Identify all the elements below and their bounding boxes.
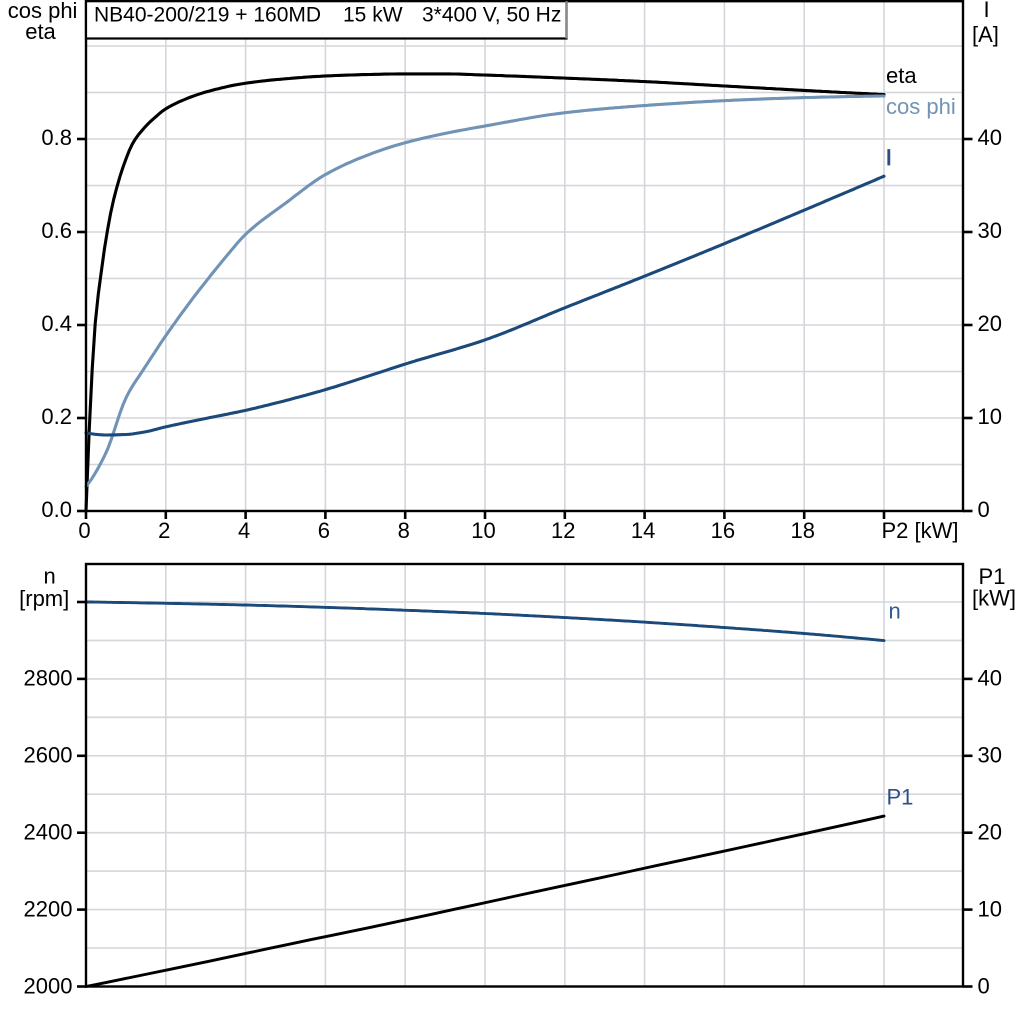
svg-text:12: 12 [551, 518, 575, 543]
svg-text:14: 14 [631, 518, 655, 543]
svg-text:30: 30 [978, 743, 1002, 768]
svg-text:40: 40 [978, 125, 1002, 150]
svg-text:NB40-200/219 + 160MD: NB40-200/219 + 160MD [94, 4, 321, 27]
svg-text:eta: eta [886, 63, 917, 88]
svg-text:0.8: 0.8 [41, 125, 72, 150]
svg-text:2600: 2600 [24, 743, 73, 768]
svg-text:eta: eta [25, 19, 56, 44]
svg-text:0.4: 0.4 [41, 311, 72, 336]
svg-text:n: n [889, 599, 901, 624]
svg-text:30: 30 [978, 218, 1002, 243]
svg-text:0.0: 0.0 [41, 497, 72, 522]
svg-text:P1: P1 [979, 564, 1006, 589]
svg-text:2400: 2400 [24, 820, 73, 845]
svg-text:0.2: 0.2 [41, 404, 72, 429]
svg-text:[A]: [A] [972, 22, 999, 47]
svg-text:2: 2 [158, 518, 170, 543]
svg-text:2800: 2800 [24, 666, 73, 691]
svg-text:8: 8 [398, 518, 410, 543]
svg-text:2000: 2000 [24, 973, 73, 998]
svg-text:18: 18 [790, 518, 814, 543]
svg-text:10: 10 [978, 896, 1002, 921]
svg-text:3*400 V, 50 Hz: 3*400 V, 50 Hz [422, 4, 561, 27]
svg-text:0: 0 [78, 518, 90, 543]
svg-text:40: 40 [978, 666, 1002, 691]
svg-text:20: 20 [978, 311, 1002, 336]
svg-text:2200: 2200 [24, 896, 73, 921]
svg-text:I: I [984, 0, 990, 22]
svg-text:n: n [43, 564, 55, 589]
svg-text:I: I [886, 145, 892, 170]
svg-text:0.6: 0.6 [41, 218, 72, 243]
svg-text:6: 6 [318, 518, 330, 543]
svg-text:0: 0 [978, 973, 990, 998]
svg-text:20: 20 [978, 820, 1002, 845]
svg-text:[rpm]: [rpm] [19, 586, 69, 611]
svg-text:P1: P1 [887, 785, 914, 810]
svg-text:cos phi: cos phi [8, 0, 78, 23]
svg-text:cos phi: cos phi [886, 94, 956, 119]
svg-text:0: 0 [978, 497, 990, 522]
svg-text:[kW]: [kW] [972, 586, 1016, 611]
svg-text:4: 4 [238, 518, 250, 543]
svg-text:P2 [kW]: P2 [kW] [882, 518, 959, 543]
svg-text:15 kW: 15 kW [343, 4, 403, 27]
svg-text:10: 10 [978, 404, 1002, 429]
svg-text:10: 10 [471, 518, 495, 543]
svg-text:16: 16 [711, 518, 735, 543]
